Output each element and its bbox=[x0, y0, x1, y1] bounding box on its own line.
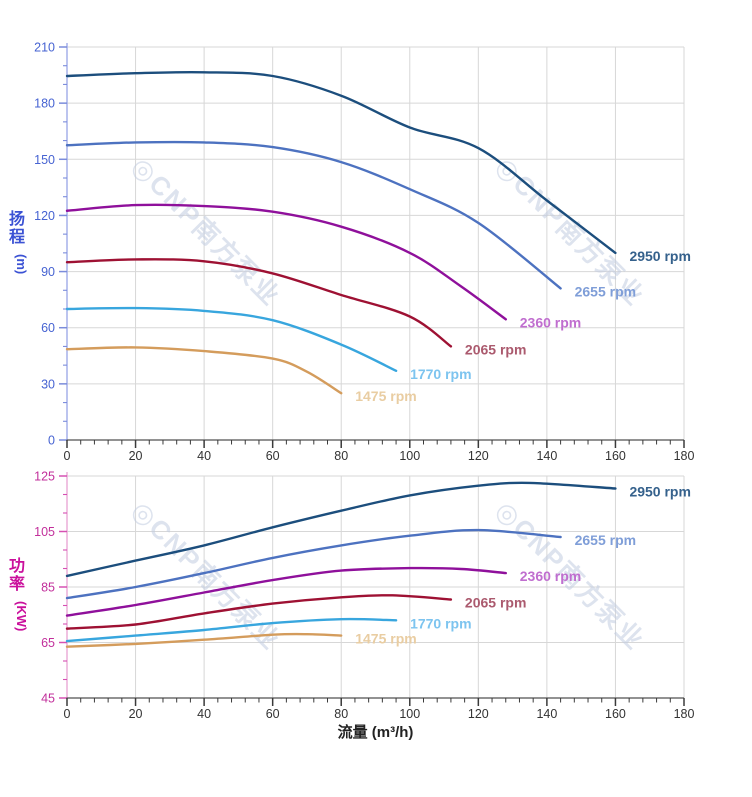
x-tick-label: 0 bbox=[64, 707, 71, 721]
x-tick-label: 140 bbox=[536, 449, 557, 463]
x-tick-label: 160 bbox=[605, 707, 626, 721]
x-tick-label: 60 bbox=[266, 707, 280, 721]
y-tick-label: 210 bbox=[34, 41, 55, 55]
cnp-logo-watermark: ◎CNP南方泵业 bbox=[126, 151, 287, 312]
x-tick-label: 100 bbox=[399, 707, 420, 721]
x-tick-label: 20 bbox=[129, 449, 143, 463]
curve-label-2655-rpm: 2655 rpm bbox=[575, 532, 636, 548]
y-axis-unit: (m) bbox=[14, 254, 29, 274]
x-tick-label: 120 bbox=[468, 707, 489, 721]
x-tick-label: 60 bbox=[266, 449, 280, 463]
y-tick-label: 85 bbox=[41, 581, 55, 595]
curve-label-2655-rpm: 2655 rpm bbox=[575, 283, 636, 299]
x-tick-label: 180 bbox=[674, 449, 695, 463]
curve-2950-rpm bbox=[65, 70, 617, 255]
curve-2655-rpm bbox=[65, 528, 562, 600]
x-tick-label: 20 bbox=[129, 707, 143, 721]
y-axis-title: 扬 bbox=[9, 209, 25, 228]
y-tick-label: 125 bbox=[34, 470, 55, 484]
x-tick-label: 40 bbox=[197, 707, 211, 721]
y-axis-title: 程 bbox=[9, 228, 25, 246]
y-axis-title: 功 bbox=[9, 557, 25, 575]
curve-1770-rpm bbox=[65, 617, 398, 643]
curve-1770-rpm bbox=[65, 306, 398, 372]
curve-label-1770-rpm: 1770 rpm bbox=[410, 615, 471, 631]
y-tick-label: 30 bbox=[41, 377, 55, 391]
x-tick-label: 40 bbox=[197, 449, 211, 463]
curve-label-1770-rpm: 1770 rpm bbox=[410, 366, 471, 382]
curve-2360-rpm bbox=[65, 203, 507, 321]
y-axis-unit: (KW) bbox=[14, 601, 29, 631]
y-tick-label: 120 bbox=[34, 209, 55, 223]
curve-2065-rpm bbox=[65, 594, 453, 630]
curve-label-2065-rpm: 2065 rpm bbox=[465, 594, 526, 610]
x-tick-label: 180 bbox=[674, 707, 695, 721]
x-tick-label: 160 bbox=[605, 449, 626, 463]
y-axis-title: 率 bbox=[9, 574, 25, 593]
x-tick-label: 80 bbox=[334, 449, 348, 463]
curve-label-2360-rpm: 2360 rpm bbox=[520, 314, 581, 330]
y-tick-label: 105 bbox=[34, 525, 55, 539]
curve-2950-rpm bbox=[65, 481, 617, 578]
x-axis-title: 流量 (m³/h) bbox=[338, 723, 414, 741]
curve-label-2065-rpm: 2065 rpm bbox=[465, 341, 526, 357]
curve-label-2950-rpm: 2950 rpm bbox=[629, 483, 690, 499]
x-tick-label: 0 bbox=[64, 449, 71, 463]
curve-label-2360-rpm: 2360 rpm bbox=[520, 568, 581, 584]
cnp-logo-watermark: ◎CNP南方泵业 bbox=[126, 495, 287, 656]
y-tick-label: 180 bbox=[34, 97, 55, 111]
curve-2065-rpm bbox=[65, 258, 453, 348]
curve-2655-rpm bbox=[65, 140, 562, 290]
curve-label-1475-rpm: 1475 rpm bbox=[355, 388, 416, 404]
curve-2360-rpm bbox=[65, 566, 507, 617]
y-tick-label: 0 bbox=[48, 434, 55, 448]
y-tick-label: 90 bbox=[41, 265, 55, 279]
y-tick-label: 65 bbox=[41, 636, 55, 650]
curve-1475-rpm bbox=[65, 632, 343, 648]
curve-label-1475-rpm: 1475 rpm bbox=[355, 631, 416, 647]
x-tick-label: 100 bbox=[399, 449, 420, 463]
curve-label-2950-rpm: 2950 rpm bbox=[629, 248, 690, 264]
y-tick-label: 60 bbox=[41, 321, 55, 335]
x-tick-label: 80 bbox=[334, 707, 348, 721]
curve-1475-rpm bbox=[65, 346, 343, 395]
x-tick-label: 120 bbox=[468, 449, 489, 463]
y-tick-label: 150 bbox=[34, 153, 55, 167]
y-tick-label: 45 bbox=[41, 692, 55, 706]
x-tick-label: 140 bbox=[536, 707, 557, 721]
